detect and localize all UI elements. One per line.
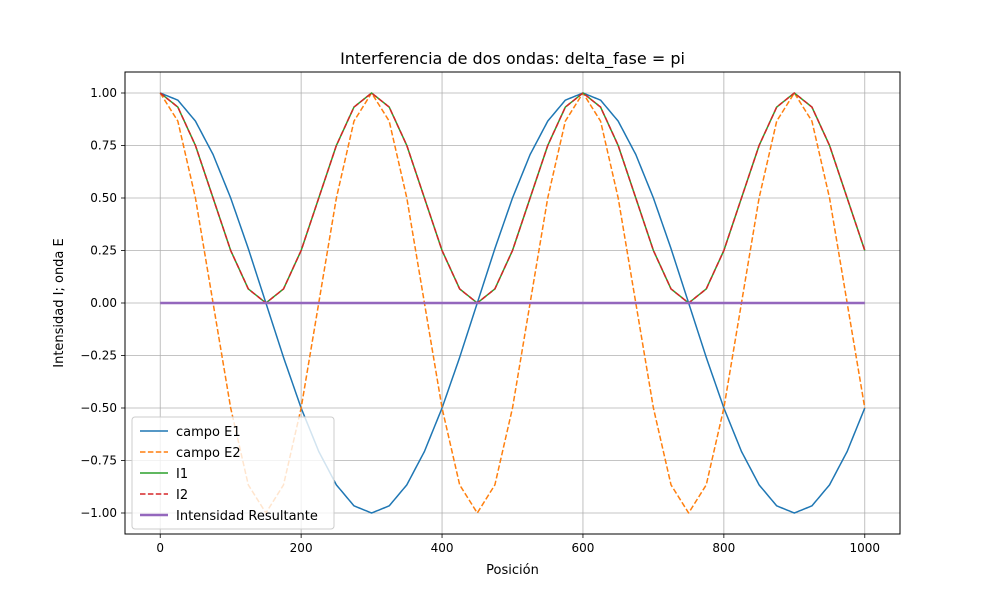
y-tick-label: 0.50 xyxy=(90,191,117,205)
legend-label: campo E1 xyxy=(176,425,241,440)
y-axis: −1.00 −0.75 −0.50 −0.25 0.00 0.25 0.50 0.75 1.00 xyxy=(80,86,125,520)
y-tick-label: 0.00 xyxy=(90,296,117,310)
legend-label: campo E2 xyxy=(176,446,241,461)
y-tick-label: −0.25 xyxy=(80,349,117,363)
x-tick-label: 1000 xyxy=(849,541,880,555)
series-line-0 xyxy=(159,92,866,514)
x-tick-label: 800 xyxy=(712,541,735,555)
y-tick-label: −1.00 xyxy=(80,506,117,520)
x-axis-title: Posición xyxy=(486,563,539,578)
x-tick-label: 600 xyxy=(572,541,595,555)
legend-label: I2 xyxy=(176,488,188,503)
x-axis: 0 200 400 600 800 1000 xyxy=(156,534,880,555)
y-tick-label: 0.75 xyxy=(90,139,117,153)
y-tick-label: −0.75 xyxy=(80,454,117,468)
x-tick-label: 400 xyxy=(431,541,454,555)
legend-label: I1 xyxy=(176,467,188,482)
chart-title: Interferencia de dos ondas: delta_fase =… xyxy=(340,49,685,69)
y-tick-label: 1.00 xyxy=(90,86,117,100)
y-tick-label: 0.25 xyxy=(90,244,117,258)
y-axis-title: Intensidad I; onda E xyxy=(52,238,67,368)
legend-label: Intensidad Resultante xyxy=(176,509,318,524)
legend: campo E1 campo E2 I1 I2 Intensidad Resultant… xyxy=(131,416,335,530)
x-tick-label: 200 xyxy=(290,541,313,555)
legend-box xyxy=(131,416,335,530)
y-tick-label: −0.50 xyxy=(80,401,117,415)
series-line-3 xyxy=(159,92,866,304)
x-tick-label: 0 xyxy=(156,541,164,555)
